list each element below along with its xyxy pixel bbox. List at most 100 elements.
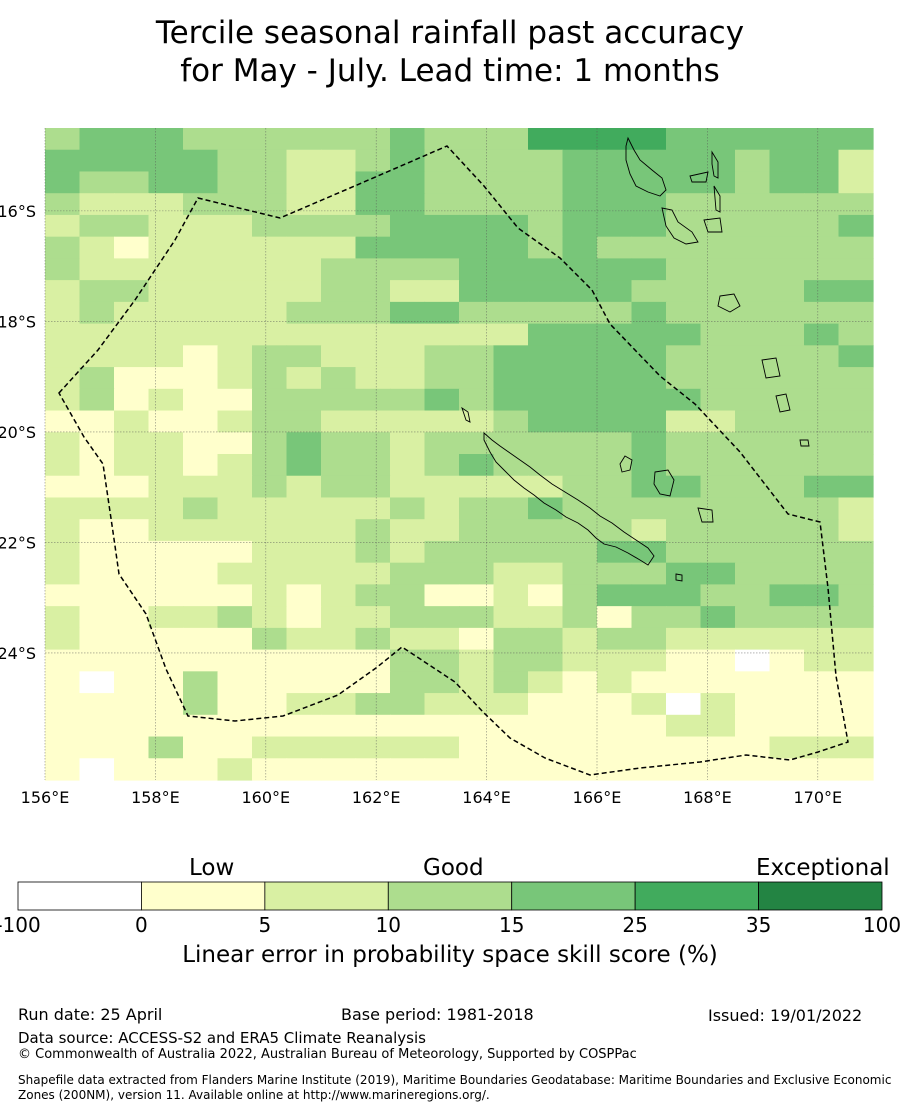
map-cell [666,736,702,759]
vanuatu-maewo [713,185,721,213]
map-cell [493,410,529,433]
map-cell [286,236,322,259]
map-cell [597,627,633,651]
map-cell [562,345,598,368]
map-cell [804,497,840,520]
map-cell [183,649,219,672]
map-cell [804,584,840,607]
map-cell [286,280,322,303]
map-cell [183,388,219,412]
map-cell [700,714,736,738]
map-cell [562,475,598,499]
map-cell [838,475,874,499]
map-cell [355,345,391,368]
map-cell [217,128,253,151]
map-cell [631,280,667,303]
map-cell [597,693,633,716]
map-cell [355,388,391,412]
map-cell [804,323,840,346]
map-cell [631,149,667,173]
map-cell [148,454,184,477]
map-cell [769,693,805,716]
map-cell [321,584,357,607]
map-cell [79,497,115,520]
map-cell [114,128,150,151]
map-cell [735,519,771,542]
map-cell [355,562,391,585]
map-cell [597,367,633,390]
colorbar-tick-label: 25 [622,913,647,937]
map-cell [252,519,288,542]
map-cell [804,475,840,499]
map-cell [321,497,357,520]
map-cell [217,519,253,542]
map-cell [45,540,81,564]
map-cell [355,432,391,455]
map-cell [252,649,288,672]
map-cell [148,736,184,759]
map-cell [459,562,495,585]
map-cell [114,693,150,716]
map-cell [562,171,598,194]
map-cell [493,388,529,412]
map-cell [459,388,495,412]
map-cell [114,367,150,390]
map-cell [528,214,564,238]
map-cell [390,345,426,368]
map-cell [769,584,805,607]
map-cell [459,193,495,216]
x-tick-label: 160°E [241,788,290,807]
map-cell [631,193,667,216]
map-cell [355,214,391,238]
loyalty-island-3 [697,507,714,523]
map-cell [390,388,426,412]
map-cell [79,475,115,499]
map-cell [562,323,598,346]
map-cell [700,671,736,694]
map-cell [183,562,219,585]
map-cell [424,258,460,281]
category-low-label: Low [189,855,235,881]
map-cell [804,736,840,759]
map-cell [286,671,322,694]
map-cell [286,388,322,412]
map-cell [597,149,633,173]
map-cell [459,671,495,694]
map-cell [252,388,288,412]
map-cell [217,214,253,238]
map-cell [114,736,150,759]
map-cell [493,649,529,672]
map-cell [700,627,736,651]
map-cell [148,345,184,368]
axis-tick-labels: 156°E 158°E 160°E 162°E 164°E 166°E 168°E 170°E… [0,202,842,807]
map-cell [114,584,150,607]
map-cell [838,367,874,390]
map-cell [838,280,874,303]
map-cell [769,432,805,455]
map-cell [528,584,564,607]
map-cell [838,171,874,194]
map-cell [79,649,115,672]
map-cell [769,519,805,542]
map-cell [148,301,184,325]
map-cell [79,432,115,455]
map-cell [838,432,874,455]
map-cell [631,497,667,520]
map-cell [183,671,219,694]
map-cell [424,454,460,477]
map-cell [424,758,460,781]
map-cell [390,171,426,194]
map-cell [355,454,391,477]
map-cell [114,649,150,672]
x-tick-label: 166°E [573,788,622,807]
map-cell [183,410,219,433]
map-cell [252,323,288,346]
map-cell [838,193,874,216]
map-cell [700,497,736,520]
map-cell [528,171,564,194]
shapefile-credit: Shapefile data extracted from Flanders M… [18,1073,892,1102]
map-cell [114,714,150,738]
map-cell [597,714,633,738]
colorbar-tick-labels: -100 0 5 10 15 25 35 100 [0,913,900,937]
map-cell [355,280,391,303]
